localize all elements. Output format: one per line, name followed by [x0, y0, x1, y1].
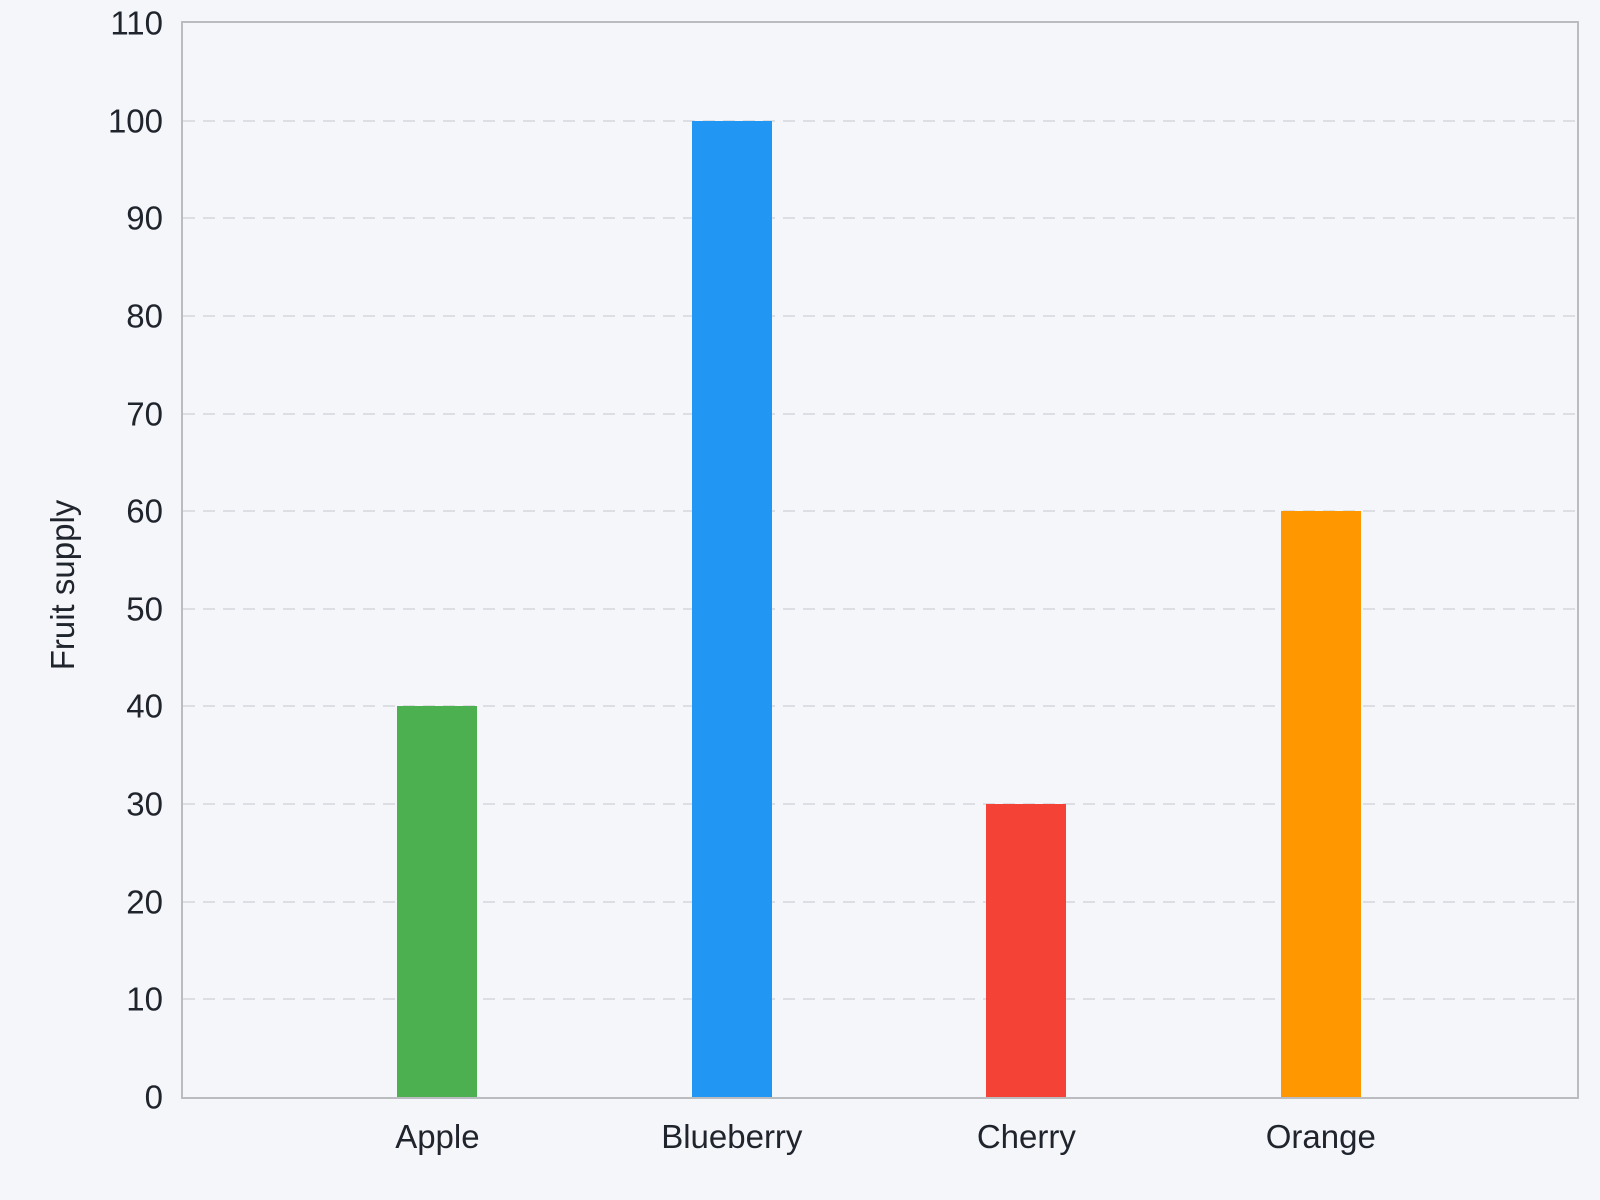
x-category-label-apple: Apple — [395, 1118, 480, 1155]
plot-area — [181, 21, 1579, 1099]
gridline-40 — [183, 705, 1577, 708]
gridline-10 — [183, 998, 1577, 1001]
grid-layer — [183, 23, 1577, 1097]
y-tick-label-10: 10 — [126, 980, 163, 1018]
bar-blueberry — [691, 120, 772, 1097]
y-tick-label-110: 110 — [110, 4, 163, 42]
bar-apple — [397, 706, 478, 1097]
bar-cherry — [986, 804, 1067, 1097]
y-tick-label-40: 40 — [126, 687, 163, 725]
x-category-label-blueberry: Blueberry — [661, 1118, 803, 1155]
gridline-20 — [183, 900, 1577, 903]
gridline-30 — [183, 803, 1577, 806]
y-tick-label-30: 30 — [126, 785, 163, 823]
y-tick-label-100: 100 — [107, 102, 163, 140]
y-tick-label-70: 70 — [126, 395, 163, 433]
gridline-60 — [183, 510, 1577, 513]
bar-orange — [1280, 511, 1361, 1097]
gridline-50 — [183, 607, 1577, 610]
gridline-100 — [183, 119, 1577, 122]
y-tick-label-0: 0 — [144, 1078, 163, 1116]
y-tick-label-80: 80 — [126, 297, 163, 335]
gridline-70 — [183, 412, 1577, 415]
x-category-label-cherry: Cherry — [976, 1118, 1076, 1155]
gridline-90 — [183, 217, 1577, 220]
y-tick-label-20: 20 — [126, 883, 163, 921]
x-category-label-orange: Orange — [1265, 1118, 1376, 1155]
y-tick-label-90: 90 — [126, 199, 163, 237]
gridline-80 — [183, 314, 1577, 317]
y-axis-title: Fruit supply — [44, 499, 82, 671]
bars-layer — [183, 23, 1577, 1097]
